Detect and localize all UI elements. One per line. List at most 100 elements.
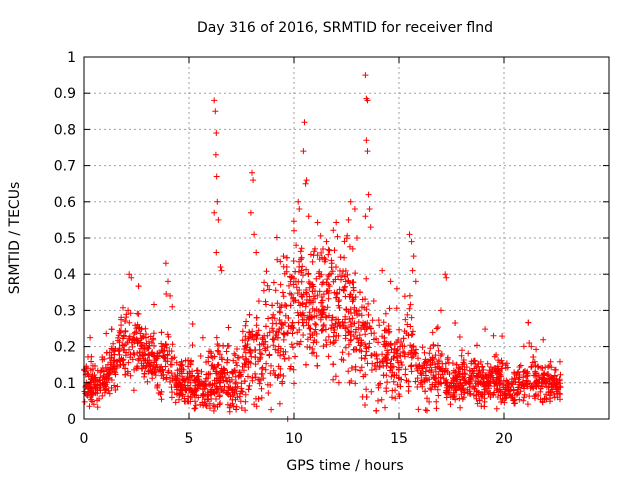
data-point: [409, 331, 416, 338]
data-point: [122, 328, 129, 335]
data-point: [506, 388, 513, 395]
data-point: [212, 108, 219, 115]
data-point: [241, 360, 248, 367]
data-point: [292, 297, 299, 304]
data-point: [496, 381, 503, 388]
chart-title: Day 316 of 2016, SRMTID for receiver fln…: [197, 20, 493, 36]
data-point: [242, 398, 249, 405]
data-point: [307, 280, 314, 287]
data-point: [294, 309, 301, 316]
data-point: [99, 392, 106, 399]
data-point: [367, 325, 374, 332]
y-axis-label: SRMTID / TECUs: [7, 182, 23, 295]
data-point: [145, 359, 152, 366]
data-point: [164, 358, 171, 365]
data-point: [466, 380, 473, 386]
data-point: [270, 328, 277, 334]
data-point: [427, 362, 434, 369]
data-point: [270, 336, 277, 342]
data-point: [295, 312, 302, 319]
data-point: [429, 329, 436, 336]
data-point: [415, 355, 421, 362]
data-point: [375, 317, 382, 324]
data-point: [300, 332, 307, 338]
data-point: [501, 399, 508, 406]
data-point: [189, 321, 196, 327]
data-point: [493, 387, 500, 394]
data-point: [193, 392, 200, 399]
data-point: [393, 285, 400, 292]
data-point: [129, 356, 136, 363]
data-point: [364, 97, 371, 104]
data-point: [383, 385, 390, 392]
data-point: [307, 325, 314, 332]
data-point: [86, 403, 93, 410]
data-point: [418, 370, 425, 377]
data-point: [336, 297, 343, 303]
data-point: [136, 355, 143, 362]
data-point: [104, 361, 111, 368]
data-point: [362, 352, 369, 359]
data-point: [89, 375, 96, 382]
data-point: [342, 313, 349, 320]
data-point: [347, 319, 354, 326]
data-point: [199, 334, 206, 341]
data-point: [319, 303, 326, 310]
data-point: [361, 355, 368, 362]
x-tick-label: 0: [80, 431, 89, 447]
data-point: [218, 356, 225, 363]
data-point: [378, 396, 385, 403]
data-point: [292, 268, 299, 275]
data-point: [313, 306, 320, 313]
data-point: [197, 353, 204, 359]
data-point: [379, 267, 386, 274]
data-point: [105, 387, 112, 394]
data-point: [456, 371, 463, 378]
data-point: [545, 383, 552, 390]
data-point: [265, 315, 272, 322]
data-point: [333, 332, 340, 339]
data-point: [303, 361, 309, 368]
data-point: [424, 395, 430, 402]
data-point: [311, 329, 318, 336]
data-point: [160, 352, 167, 359]
data-point: [500, 377, 507, 384]
data-point: [393, 348, 400, 354]
data-point: [295, 299, 302, 306]
data-point: [219, 373, 226, 380]
data-point: [173, 375, 180, 382]
data-point: [118, 355, 125, 362]
data-point: [296, 341, 303, 348]
data-point: [252, 370, 258, 377]
data-point: [357, 289, 363, 296]
data-point: [341, 273, 348, 280]
data-point: [108, 326, 115, 333]
data-point: [345, 328, 352, 335]
data-point: [102, 386, 109, 393]
data-point: [242, 355, 249, 362]
data-point: [128, 274, 135, 281]
data-point: [400, 348, 406, 355]
data-point: [313, 275, 320, 282]
data-point: [331, 247, 338, 254]
data-point: [539, 378, 546, 385]
data-point: [268, 406, 275, 413]
data-point: [457, 380, 464, 387]
data-point: [328, 260, 335, 267]
data-point: [450, 384, 457, 390]
data-point: [220, 342, 227, 349]
data-point: [313, 353, 320, 359]
data-point: [385, 349, 392, 356]
data-point: [320, 246, 326, 252]
data-point: [203, 403, 210, 409]
data-point: [531, 358, 538, 365]
data-point: [246, 329, 253, 336]
data-point: [312, 295, 318, 302]
data-point: [359, 296, 366, 303]
data-point: [255, 327, 262, 334]
data-point: [521, 368, 528, 375]
data-point: [474, 374, 481, 381]
data-point: [169, 303, 176, 310]
y-tick-label: 0.7: [54, 159, 76, 175]
data-point: [201, 385, 208, 392]
